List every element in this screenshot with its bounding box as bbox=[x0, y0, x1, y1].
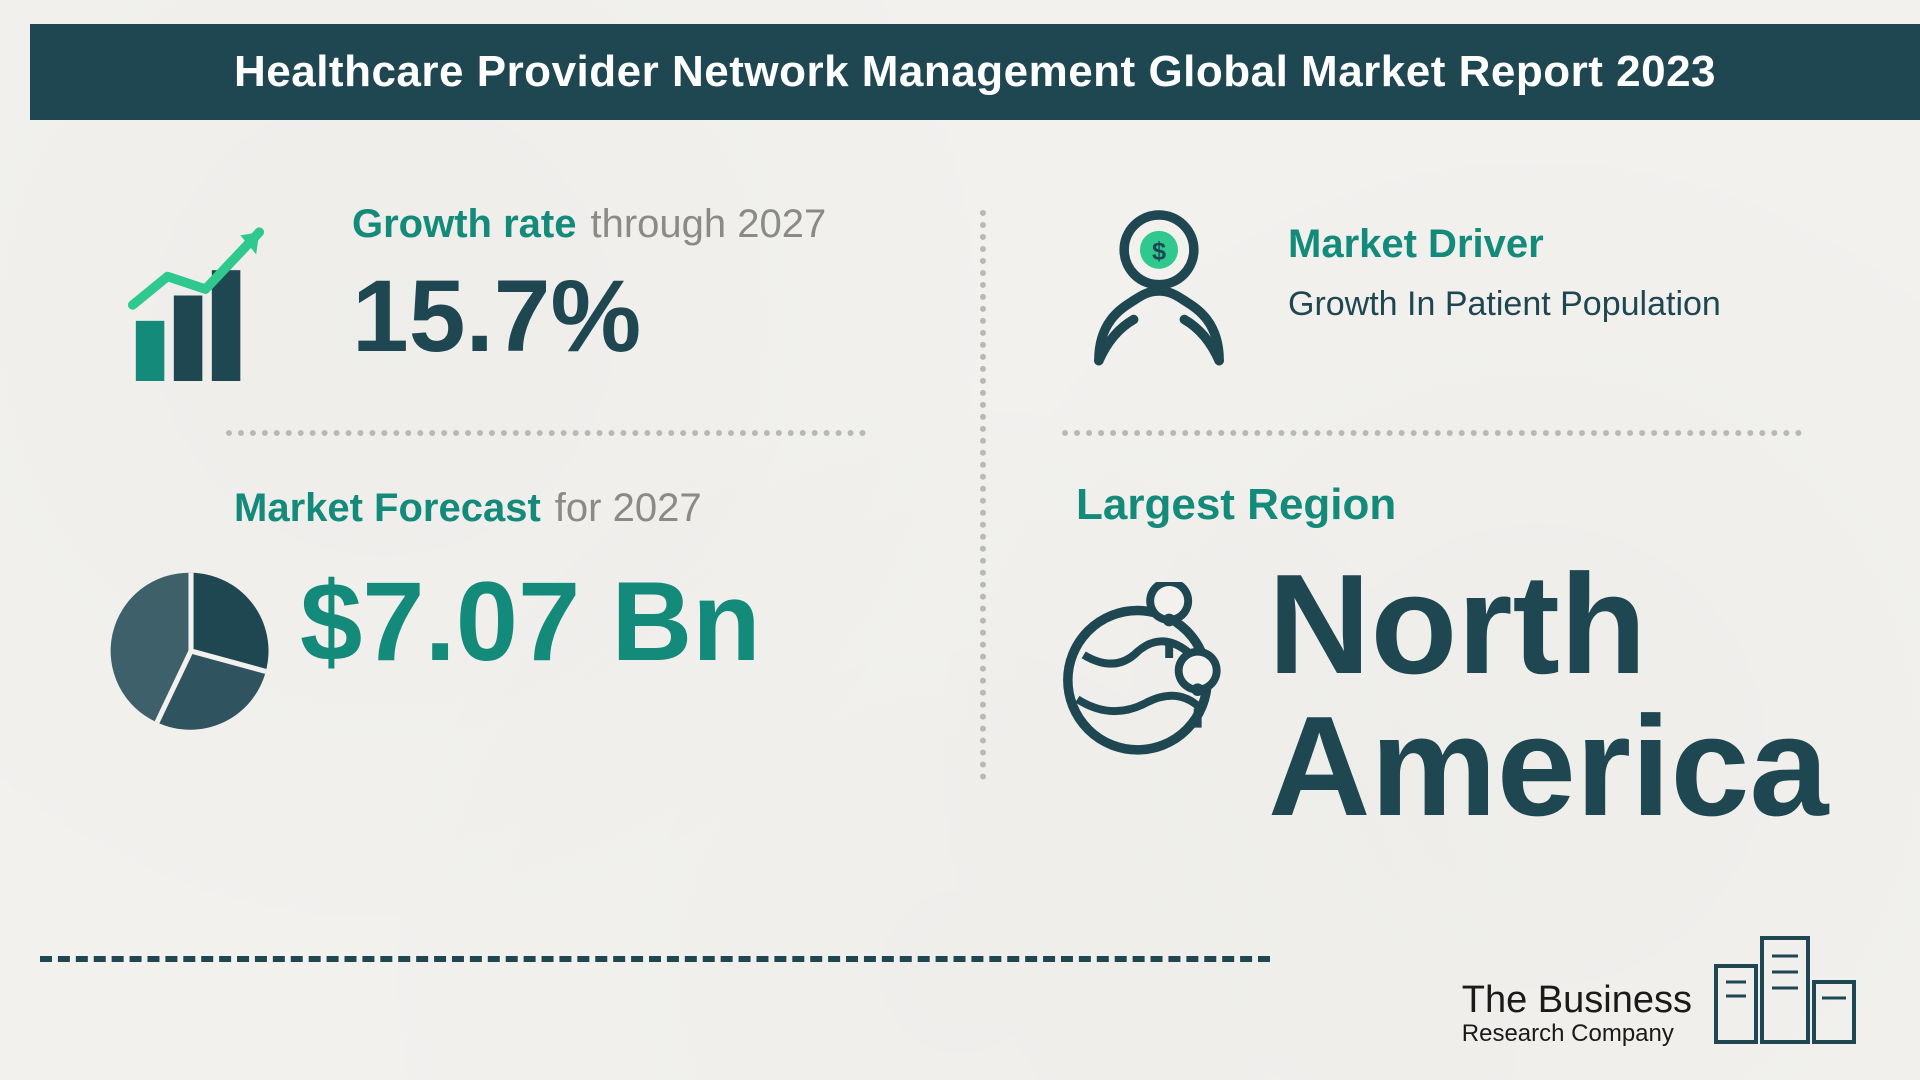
forecast-label-light: for 2027 bbox=[555, 486, 702, 531]
dots-under-growth bbox=[226, 430, 866, 436]
logo-line1: The Business bbox=[1462, 981, 1692, 1021]
company-logo: The Business Research Company bbox=[1462, 916, 1860, 1046]
growth-label-strong: Growth rate bbox=[352, 202, 576, 247]
region-value-line1: North bbox=[1268, 554, 1828, 696]
region-value-line2: America bbox=[1268, 696, 1828, 838]
forecast-label-block: Market Forecast for 2027 bbox=[234, 486, 702, 531]
driver-subtext: Growth In Patient Population bbox=[1288, 285, 1721, 324]
forecast-label-strong: Market Forecast bbox=[234, 486, 541, 531]
report-title: Healthcare Provider Network Management G… bbox=[234, 47, 1716, 97]
dots-under-driver bbox=[1062, 430, 1802, 436]
title-bar: Healthcare Provider Network Management G… bbox=[30, 24, 1920, 120]
bottom-dash-line bbox=[40, 956, 1270, 962]
driver-label: Market Driver bbox=[1288, 222, 1721, 267]
growth-rate-block: Growth rate through 2027 15.7% bbox=[352, 202, 826, 367]
growth-value: 15.7% bbox=[352, 265, 826, 367]
globe-pins-icon bbox=[1052, 582, 1242, 772]
logo-line2: Research Company bbox=[1462, 1021, 1692, 1046]
hands-coin-icon: $ bbox=[1064, 196, 1254, 386]
region-label: Largest Region bbox=[1076, 480, 1396, 530]
logo-buildings-icon bbox=[1710, 916, 1860, 1046]
vertical-divider bbox=[980, 210, 986, 780]
pie-chart-icon bbox=[106, 566, 276, 736]
forecast-value: $7.07 Bn bbox=[300, 566, 761, 678]
svg-text:$: $ bbox=[1152, 237, 1166, 265]
growth-chart-icon bbox=[120, 210, 310, 400]
market-driver-block: Market Driver Growth In Patient Populati… bbox=[1288, 222, 1721, 324]
growth-label-light: through 2027 bbox=[590, 202, 826, 247]
